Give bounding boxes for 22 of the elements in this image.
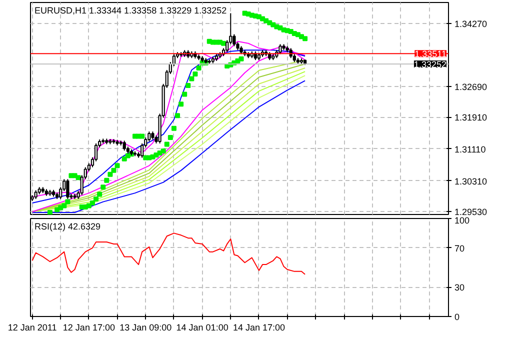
y-tick-label: 1.31910	[454, 112, 488, 123]
x-tick-label: 12 Jan 2011	[8, 322, 57, 332]
x-tick-label: 14 Jan 17:00	[232, 322, 286, 332]
y-tick-label: 0	[454, 312, 460, 322]
y-tick-label: 30	[454, 282, 465, 293]
candlestick	[278, 44, 282, 55]
y-tick-label: 1.32690	[454, 82, 488, 92]
y-tick-label: 1.34270	[454, 19, 488, 30]
y-tick-label: 1.29530	[454, 207, 488, 218]
ref-line-label: 1.33252	[414, 59, 447, 70]
y-tick-label: 1.30310	[454, 176, 488, 186]
ref-line-label: 1.33511	[414, 49, 447, 60]
chart-title: RSI(12) 42.6329	[34, 222, 101, 232]
y-tick-label: 1.31110	[454, 144, 486, 154]
x-tick-label: 14 Jan 01:00	[176, 322, 228, 332]
x-tick-label: 13 Jan 09:00	[120, 322, 172, 332]
candlestick	[122, 140, 126, 152]
chart-title: EURUSD,H1 1.33344 1.33358 1.33229 1.33252	[34, 6, 227, 16]
y-tick-label: 100	[454, 216, 470, 226]
x-tick-label: 12 Jan 17:00	[62, 322, 115, 332]
y-tick-label: 70	[454, 243, 465, 254]
line-series	[32, 232, 306, 275]
